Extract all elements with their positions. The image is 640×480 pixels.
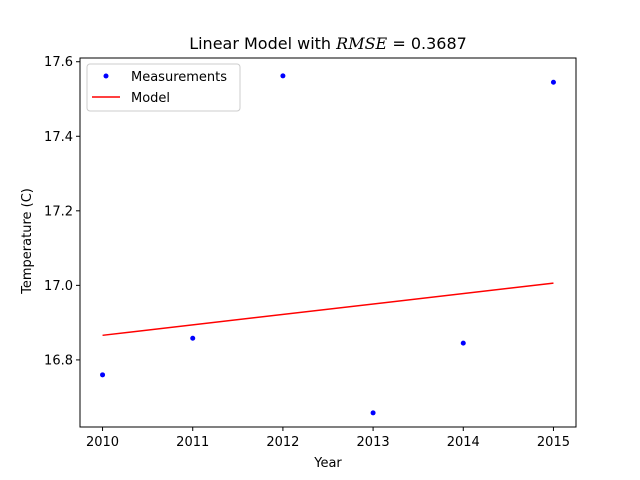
model-line — [102, 282, 554, 337]
axes-frame — [79, 57, 577, 428]
chart-title-math: RMSE — [335, 34, 387, 53]
y-axis-label: Temperature (C) — [20, 188, 35, 295]
measurement-point — [460, 340, 466, 346]
legend: Measurements Model — [86, 63, 241, 112]
x-tick-label: 2014 — [447, 435, 480, 450]
legend-model-label: Model — [131, 91, 170, 106]
axes: 2010 2011 2012 2013 2014 2015 16.8 17.0 17.2 17.4… — [44, 55, 577, 450]
measurement-point — [190, 335, 196, 341]
x-tick-label: 2015 — [537, 435, 570, 450]
x-axis-label: Year — [313, 456, 342, 471]
y-tick-label: 17.0 — [44, 279, 73, 294]
x-tick-label: 2012 — [266, 435, 299, 450]
chart-title-suffix: = 0.3687 — [387, 34, 467, 53]
legend-frame — [86, 63, 241, 112]
chart-title-prefix: Linear Model with — [189, 34, 336, 53]
y-tick-label: 17.6 — [44, 55, 73, 70]
y-tick-label: 17.4 — [44, 130, 73, 145]
legend-measurements-label: Measurements — [131, 70, 227, 85]
x-tick-label: 2010 — [86, 435, 119, 450]
x-tick-label: 2013 — [357, 435, 390, 450]
plot-area — [100, 73, 556, 416]
measurement-point — [280, 73, 286, 79]
x-tick-label: 2011 — [176, 435, 209, 450]
svg-text:Linear Model with RMSE = 0.3: Linear Model with RMSE = 0.3687 — [189, 34, 467, 53]
y-tick-label: 17.2 — [44, 204, 73, 219]
chart-title: Linear Model with RMSE = 0.3687 — [189, 34, 467, 53]
measurement-point — [370, 410, 376, 416]
legend-measurements-marker — [103, 73, 109, 79]
y-tick-label: 16.8 — [44, 353, 73, 368]
measurement-point — [100, 372, 106, 378]
measurement-point — [550, 79, 556, 85]
